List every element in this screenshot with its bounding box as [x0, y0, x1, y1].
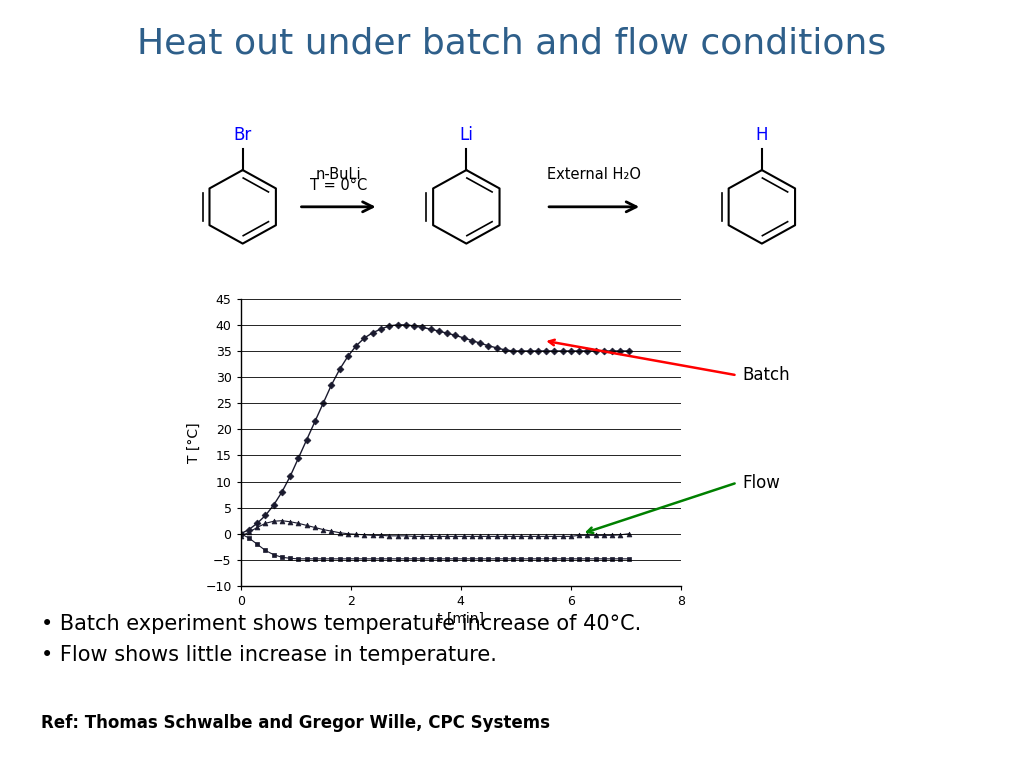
X-axis label: t [min]: t [min] — [437, 612, 484, 626]
Text: n-BuLi: n-BuLi — [315, 167, 361, 182]
Text: Li: Li — [460, 126, 473, 144]
Text: H: H — [756, 126, 768, 144]
Text: External H₂O: External H₂O — [547, 167, 641, 182]
Text: Batch: Batch — [742, 366, 791, 385]
Y-axis label: T [°C]: T [°C] — [187, 422, 201, 463]
Text: • Batch experiment shows temperature increase of 40°C.: • Batch experiment shows temperature inc… — [41, 614, 641, 634]
Text: T = 0°C: T = 0°C — [310, 178, 368, 193]
Text: Ref: Thomas Schwalbe and Gregor Wille, CPC Systems: Ref: Thomas Schwalbe and Gregor Wille, C… — [41, 714, 550, 732]
Text: Heat out under batch and flow conditions: Heat out under batch and flow conditions — [137, 27, 887, 61]
Text: • Flow shows little increase in temperature.: • Flow shows little increase in temperat… — [41, 645, 497, 665]
Text: Br: Br — [233, 126, 252, 144]
Text: Flow: Flow — [742, 473, 780, 492]
